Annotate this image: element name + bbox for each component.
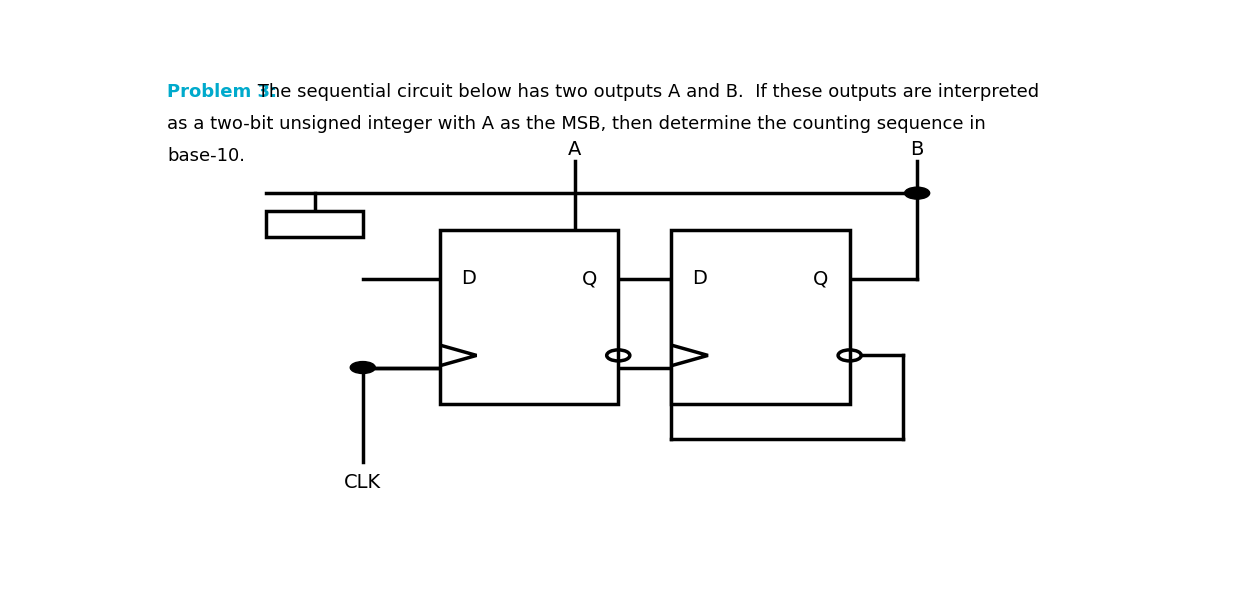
Text: Problem 3:: Problem 3:	[167, 83, 277, 101]
Text: A: A	[569, 139, 582, 159]
Text: B: B	[911, 139, 924, 159]
Text: The sequential circuit below has two outputs A and B.  If these outputs are inte: The sequential circuit below has two out…	[251, 83, 1039, 101]
Bar	[672, 230, 850, 404]
Text: CLK: CLK	[345, 473, 382, 492]
Text: base-10.: base-10.	[167, 147, 245, 165]
Bar	[440, 230, 618, 404]
Text: D: D	[462, 269, 476, 288]
Circle shape	[904, 187, 929, 199]
Circle shape	[351, 362, 376, 374]
Text: as a two-bit unsigned integer with A as the MSB, then determine the counting seq: as a two-bit unsigned integer with A as …	[167, 115, 985, 133]
Text: Q: Q	[582, 269, 597, 288]
Bar	[266, 212, 363, 237]
Text: D: D	[693, 269, 708, 288]
Text: Q: Q	[814, 269, 829, 288]
